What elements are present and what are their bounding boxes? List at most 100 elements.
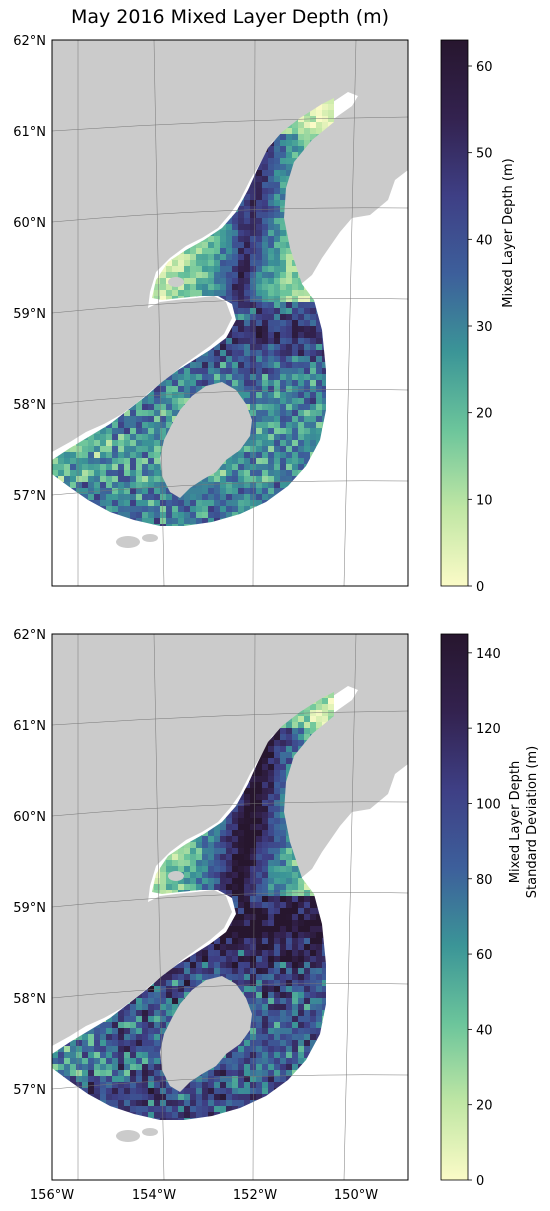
field-cell bbox=[148, 494, 154, 500]
field-cell bbox=[292, 434, 298, 440]
field-cell bbox=[118, 434, 124, 440]
field-cell bbox=[262, 374, 268, 380]
field-cell bbox=[292, 428, 298, 434]
field-cell bbox=[148, 404, 154, 410]
field-cell bbox=[310, 392, 316, 398]
field-cell bbox=[286, 446, 292, 452]
field-cell bbox=[256, 428, 262, 434]
field-cell bbox=[112, 440, 118, 446]
field-cell bbox=[256, 272, 262, 278]
field-cell bbox=[208, 518, 214, 524]
field-cell bbox=[238, 254, 244, 260]
field-cell bbox=[100, 482, 106, 488]
field-cell bbox=[274, 740, 280, 746]
field-cell bbox=[256, 770, 262, 776]
field-cell bbox=[298, 398, 304, 404]
field-cell bbox=[274, 752, 280, 758]
field-cell bbox=[178, 848, 184, 854]
field-cell bbox=[274, 440, 280, 446]
field-cell bbox=[280, 422, 286, 428]
field-cell bbox=[274, 488, 280, 494]
field-cell bbox=[310, 302, 316, 308]
field-cell bbox=[250, 230, 256, 236]
field-cell bbox=[106, 476, 112, 482]
field-cell bbox=[286, 428, 292, 434]
field-cell bbox=[190, 392, 196, 398]
field-cell bbox=[220, 344, 226, 350]
field-cell bbox=[226, 218, 232, 224]
field-cell bbox=[196, 374, 202, 380]
field-cell bbox=[316, 122, 322, 128]
field-cell bbox=[256, 434, 262, 440]
field-cell bbox=[88, 482, 94, 488]
field-cell bbox=[250, 446, 256, 452]
field-cell bbox=[298, 320, 304, 326]
field-cell bbox=[178, 260, 184, 266]
field-cell bbox=[244, 500, 250, 506]
field-cell bbox=[244, 464, 250, 470]
field-cell bbox=[274, 278, 280, 284]
field-cell bbox=[190, 266, 196, 272]
longitude-gridline bbox=[252, 40, 256, 586]
field-cell bbox=[280, 224, 286, 230]
field-cell bbox=[142, 422, 148, 428]
field-cell bbox=[274, 260, 280, 266]
field-cell bbox=[112, 428, 118, 434]
field-cell bbox=[142, 500, 148, 506]
field-cell bbox=[298, 380, 304, 386]
field-cell bbox=[238, 302, 244, 308]
field-cell bbox=[232, 512, 238, 518]
field-cell bbox=[232, 842, 238, 848]
field-cell bbox=[184, 278, 190, 284]
field-cell bbox=[262, 260, 268, 266]
field-cell bbox=[142, 458, 148, 464]
field-cell bbox=[238, 836, 244, 842]
field-cell bbox=[292, 458, 298, 464]
field-cell bbox=[184, 398, 190, 404]
field-cell bbox=[148, 416, 154, 422]
field-cell bbox=[256, 836, 262, 842]
field-cell bbox=[304, 368, 310, 374]
field-cell bbox=[268, 794, 274, 800]
field-cell bbox=[298, 434, 304, 440]
field-cell bbox=[244, 338, 250, 344]
field-cell bbox=[256, 350, 262, 356]
field-cell bbox=[214, 362, 220, 368]
field-cell bbox=[322, 404, 328, 410]
field-cell bbox=[250, 476, 256, 482]
field-cell bbox=[238, 266, 244, 272]
field-cell bbox=[226, 266, 232, 272]
field-cell bbox=[232, 326, 238, 332]
field-cell bbox=[256, 848, 262, 854]
field-cell bbox=[298, 296, 304, 302]
field-cell bbox=[88, 476, 94, 482]
field-cell bbox=[106, 458, 112, 464]
field-cell bbox=[280, 782, 286, 788]
field-cell bbox=[286, 152, 292, 158]
field-cell bbox=[190, 362, 196, 368]
field-cell bbox=[292, 398, 298, 404]
field-cell bbox=[202, 842, 208, 848]
field-cell bbox=[292, 740, 298, 746]
field-cell bbox=[130, 410, 136, 416]
field-cell bbox=[310, 308, 316, 314]
field-cell bbox=[280, 812, 286, 818]
field-cell bbox=[310, 722, 316, 728]
field-cell bbox=[154, 452, 160, 458]
field-cell bbox=[286, 836, 292, 842]
field-cell bbox=[280, 218, 286, 224]
field-cell bbox=[172, 500, 178, 506]
field-cell bbox=[124, 452, 130, 458]
field-cell bbox=[262, 344, 268, 350]
field-cell bbox=[238, 380, 244, 386]
field-cell bbox=[286, 272, 292, 278]
mld-map-svg: 62°N61°N60°N59°N58°N57°N 0102030405060Mi… bbox=[13, 34, 516, 595]
field-cell bbox=[82, 482, 88, 488]
latitude-gridline bbox=[52, 207, 408, 223]
field-cell bbox=[256, 488, 262, 494]
field-cell bbox=[136, 434, 142, 440]
field-cell bbox=[322, 380, 328, 386]
field-cell bbox=[262, 488, 268, 494]
field-cell bbox=[196, 500, 202, 506]
field-cell bbox=[214, 242, 220, 248]
